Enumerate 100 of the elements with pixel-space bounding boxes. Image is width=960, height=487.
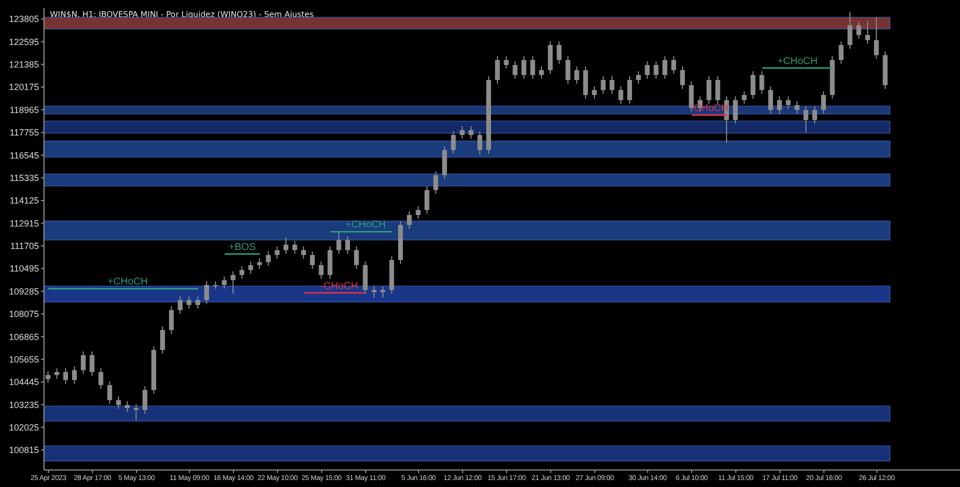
candlestick [318, 261, 324, 279]
candlestick [362, 261, 368, 294]
candlestick [627, 76, 632, 104]
candlestick [838, 41, 844, 64]
candlestick [230, 271, 236, 294]
candlestick [715, 76, 720, 104]
candlestick [574, 66, 580, 84]
candlestick [512, 61, 518, 79]
candlestick [486, 76, 492, 154]
candlestick [98, 368, 104, 389]
candlestick [213, 281, 218, 289]
candlestick [46, 371, 50, 383]
candlestick [583, 66, 588, 99]
candlestick [239, 266, 244, 279]
candlestick [812, 106, 818, 124]
candlestick [566, 56, 570, 84]
candlestick [274, 246, 280, 259]
candlestick [786, 96, 791, 109]
candlestick [406, 211, 412, 229]
candlestick [372, 286, 376, 298]
candlestick [63, 368, 68, 384]
candlestick [380, 286, 386, 298]
candlestick [548, 41, 553, 74]
candlestick [328, 246, 332, 279]
candlestick [530, 56, 536, 79]
y-tick-label: 117755 [10, 128, 39, 138]
candlestick [654, 61, 658, 79]
candlestick [389, 256, 394, 294]
candlestick [821, 91, 826, 114]
candlestick [636, 71, 641, 84]
candlestick [874, 17, 879, 59]
candlestick [644, 61, 650, 79]
y-tick-label: 123805 [8, 14, 39, 24]
y-tick-label: 122595 [8, 36, 39, 47]
candlestick [662, 56, 668, 79]
candlestick [592, 86, 597, 99]
candlestick [450, 131, 456, 154]
candlestick [178, 296, 183, 314]
candlestick [116, 396, 121, 409]
y-tick-label: 115335 [10, 172, 39, 183]
candlestick [142, 386, 148, 414]
candlestick [107, 381, 112, 404]
candlestick [134, 404, 139, 420]
y-tick-label: 120175 [8, 82, 39, 92]
candlestick [222, 276, 227, 289]
candlestick [336, 232, 342, 254]
candlestick [848, 12, 852, 49]
candlestick [345, 236, 350, 254]
y-tick-label: 118965 [10, 104, 39, 115]
y-tick-label: 104445 [8, 377, 39, 388]
y-tick-label: 103235 [8, 400, 39, 410]
candlestick [732, 96, 738, 124]
series-label: +CHoCH [108, 276, 148, 288]
candlestick [424, 186, 430, 214]
y-tick-label: 108075 [8, 309, 39, 320]
candlestick [266, 251, 271, 266]
candlestick [433, 171, 438, 194]
candlestick [803, 106, 808, 132]
y-tick-label: 112915 [10, 218, 39, 228]
y-tick-label: 111705 [10, 241, 39, 252]
candlestick [186, 296, 192, 309]
candlestick [768, 86, 774, 114]
candlestick [168, 306, 174, 334]
candlestick [460, 126, 465, 139]
candlestick [204, 281, 210, 304]
y-tick-label: 116545 [10, 150, 39, 160]
candlestick [680, 66, 685, 89]
candlestick [248, 261, 254, 274]
candlestick [777, 96, 782, 114]
y-tick-label: 110495 [10, 264, 39, 274]
y-tick-label: 100815 [8, 445, 39, 456]
candlestick [759, 71, 764, 94]
candlestick [865, 20, 870, 44]
candlestick [468, 126, 474, 139]
candlestick [54, 368, 60, 379]
candlestick [80, 351, 86, 374]
candlestick [706, 76, 712, 104]
y-tick-label: 105655 [8, 354, 39, 364]
candlestick [124, 401, 130, 412]
candlestick [504, 56, 509, 69]
candlestick [556, 41, 562, 64]
candlestick [72, 366, 77, 384]
candlestick [882, 51, 888, 89]
candlestick [600, 76, 606, 94]
candlestick [477, 131, 482, 155]
candlestick [354, 246, 359, 269]
candlestick [160, 326, 165, 354]
candlestick [257, 258, 262, 269]
candlestick [618, 86, 624, 104]
candlestick [416, 206, 421, 219]
series-label: +CHoCH [777, 56, 818, 67]
candlestick [310, 251, 315, 269]
candlestick [398, 221, 403, 264]
candlestick [151, 346, 156, 394]
candlestick [284, 236, 288, 254]
candlestick [610, 76, 614, 94]
candlestick [521, 56, 526, 79]
candlestick [292, 240, 298, 254]
y-tick-label: 102025 [8, 422, 39, 433]
candlestick [90, 351, 94, 376]
